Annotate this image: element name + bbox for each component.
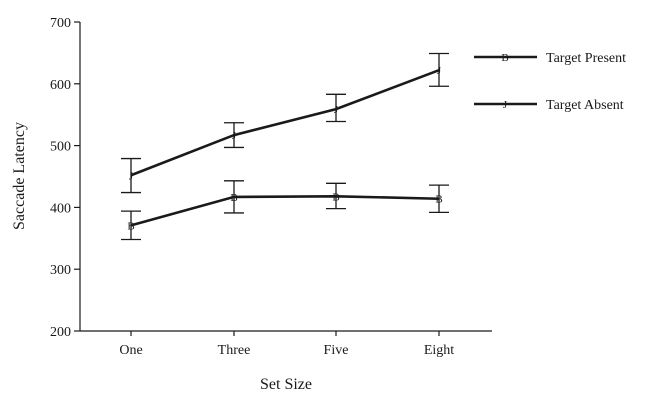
series-group: B B B B J J J J [121, 52, 449, 241]
data-point-marker: J [437, 65, 442, 77]
y-axis-ticks: 200 300 400 500 600 700 [50, 16, 80, 340]
legend-marker: J [503, 99, 508, 111]
data-point-marker: B [127, 220, 134, 232]
series-target-absent: J J J J [121, 52, 449, 194]
x-axis-ticks: One Three Five Eight [119, 331, 454, 358]
y-axis-label: Saccade Latency [11, 122, 28, 230]
legend-label-target-present: Target Present [546, 51, 626, 66]
series-line-target-absent [130, 68, 440, 177]
legend: B Target Present J Target Absent [474, 51, 626, 113]
y-tick-label: 700 [50, 16, 71, 31]
x-tick-label: One [119, 343, 142, 358]
x-tick-label: Three [218, 343, 251, 358]
x-tick-label: Eight [424, 343, 454, 358]
data-point-marker: J [232, 130, 237, 142]
chart-axes [79, 22, 492, 332]
x-axis-label: Set Size [260, 376, 312, 393]
legend-label-target-absent: Target Absent [546, 98, 624, 113]
data-point-marker: B [230, 192, 237, 204]
y-tick-label: 300 [50, 263, 71, 278]
data-point-marker: J [334, 104, 339, 116]
legend-marker: B [501, 52, 508, 64]
x-tick-label: Five [324, 343, 349, 358]
data-point-marker: B [435, 194, 442, 206]
y-tick-label: 500 [50, 140, 71, 155]
y-tick-label: 200 [50, 325, 71, 340]
y-tick-label: 400 [50, 201, 71, 216]
data-point-marker: J [129, 170, 134, 182]
data-point-marker: B [332, 191, 339, 203]
y-tick-label: 600 [50, 78, 71, 93]
series-target-present: B B B B [121, 180, 449, 241]
series-line-target-present [130, 194, 440, 227]
